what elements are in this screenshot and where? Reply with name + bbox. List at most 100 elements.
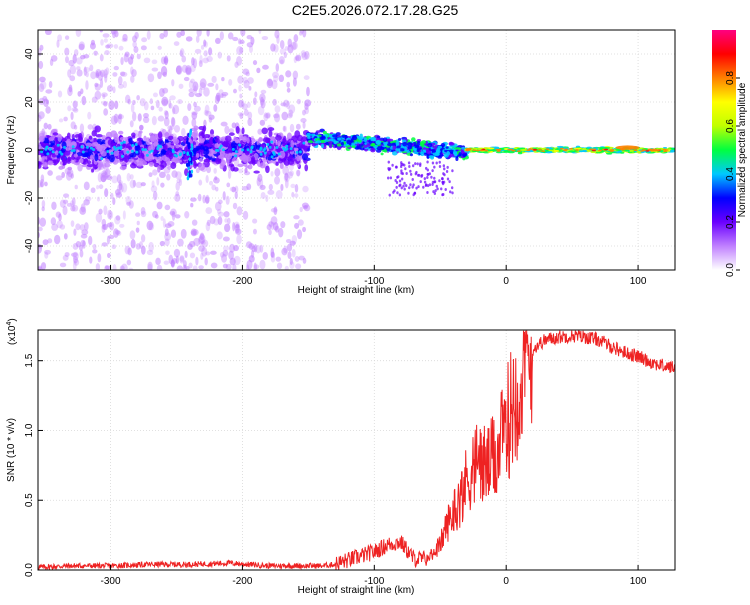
snr-x-ticks: -300 -200 -100 0 100	[101, 565, 647, 587]
spectrogram-blob	[100, 39, 104, 46]
spectrogram-blob	[90, 187, 96, 194]
spectrogram-blob	[263, 151, 267, 155]
spectrogram-blob	[72, 108, 79, 113]
spectrogram-blob	[496, 150, 501, 152]
spectrogram-blob	[280, 102, 287, 107]
spectrogram-blob	[202, 146, 209, 151]
spectrogram-blob	[199, 144, 204, 150]
spectrogram-blob	[287, 44, 294, 54]
spectrogram-blob	[135, 144, 139, 152]
spectrogram-blob	[198, 60, 203, 68]
spectrogram-blob	[488, 147, 493, 150]
spectrogram-blob	[383, 142, 388, 146]
spectrogram-blob	[142, 116, 150, 124]
spectrogram-blob	[145, 153, 149, 157]
spectrogram-blob	[106, 85, 114, 92]
spectrogram-blob	[198, 265, 204, 270]
snr-y-ticks: 0.0 0.5 1.0 1.5	[24, 353, 43, 577]
spectrogram-blob	[435, 184, 438, 188]
spectrogram-blob	[120, 71, 128, 77]
spectrogram-blob	[222, 236, 230, 242]
spectrogram-blob	[171, 117, 176, 127]
spectrogram-blob	[133, 46, 139, 54]
spectrogram-blob	[113, 228, 119, 238]
spectrogram-blob	[86, 160, 92, 165]
spectrogram-blob	[256, 67, 261, 74]
spectrogram-blob	[215, 83, 219, 91]
spectrogram-blob	[184, 210, 190, 219]
spectrogram-blob	[161, 96, 169, 107]
spectrogram-blob	[38, 226, 43, 232]
spectrogram-blob	[105, 175, 113, 181]
spectrogram-blob	[188, 170, 192, 175]
spectrogram-blob	[441, 193, 444, 197]
spectrogram-blob	[178, 83, 184, 89]
spectrogram-blob	[400, 177, 404, 181]
spectrogram-blob	[70, 200, 75, 207]
spectrogram-blob	[186, 176, 190, 181]
spectrogram-blob	[234, 223, 240, 234]
spectrogram-blob	[340, 141, 344, 146]
spectrogram-blob	[147, 263, 153, 270]
spectrogram-blob	[292, 77, 297, 87]
spectrogram-blob	[270, 170, 274, 177]
spectrogram-blob	[293, 215, 300, 220]
spectrogram-blob	[604, 148, 609, 151]
spectrogram-blob	[44, 251, 49, 259]
spectrogram-blob	[428, 183, 432, 187]
spectrogram-blob	[70, 173, 74, 179]
spectrogram-blob	[135, 212, 141, 217]
spectrogram-blob	[292, 41, 298, 50]
spectrogram-blob	[68, 84, 73, 93]
spectrogram-blob	[147, 261, 153, 270]
spectrogram-blob	[446, 177, 450, 181]
spectrogram-blob	[392, 145, 397, 150]
spectrogram-blob	[138, 241, 144, 249]
spectrogram-blob	[67, 69, 72, 78]
spectrogram-blob	[207, 82, 215, 87]
spectrogram-blob	[257, 105, 265, 116]
spectrogram-blob	[79, 249, 84, 258]
spectrogram-blob	[112, 197, 116, 206]
spectrogram-blob	[204, 110, 212, 117]
spectrogram-blob	[273, 206, 278, 215]
spectrogram-blob	[222, 249, 229, 257]
snr-y-label: SNR (10 * v/v)	[6, 418, 17, 482]
spectrogram-blob	[170, 116, 175, 127]
snr-y-tick-label: 1.5	[24, 353, 35, 367]
spectrogram-blob	[73, 49, 79, 57]
spectrogram-blob	[414, 172, 418, 176]
spectrogram-blob	[130, 103, 135, 113]
spectrogram-blob	[164, 132, 170, 137]
spectrogram-blob	[252, 228, 257, 235]
spectrogram-blob	[299, 206, 303, 213]
spectrogram-blob	[38, 114, 42, 122]
spectrogram-blob	[265, 194, 269, 203]
spectrogram-blob	[89, 64, 94, 72]
spectrogram-blob	[251, 156, 256, 164]
spectrogram-blob	[143, 148, 147, 152]
spectrogram-blob	[43, 98, 49, 108]
spectrogram-blob	[188, 80, 194, 90]
spectrogram-blob	[140, 245, 146, 255]
spectrogram-blob	[642, 149, 647, 151]
spectrogram-blob	[431, 161, 435, 165]
spectrogram-blob	[278, 150, 286, 159]
spectrogram-blob	[246, 101, 251, 109]
spectrogram-blob	[114, 147, 118, 151]
spectrogram-blob	[237, 163, 244, 168]
spectrogram-blob	[80, 88, 84, 95]
spectrogram-blob	[71, 145, 75, 149]
spectrogram-blob	[291, 191, 295, 198]
spectrogram-blob	[241, 186, 249, 191]
spectrogram-blob	[408, 164, 411, 168]
spectrogram-blob	[126, 150, 130, 154]
spectrogram-blob	[304, 102, 309, 111]
colorbar: 0.0 0.2 0.4 0.6 0.8 Normalized spectral ampl…	[712, 30, 748, 277]
spectrogram-blob	[649, 148, 658, 152]
spectrogram-blob	[169, 125, 173, 135]
spectrogram-blob	[483, 147, 489, 150]
spectrogram-blob	[237, 112, 245, 117]
spectrogram-blob	[239, 93, 243, 99]
spectrogram-blob	[155, 99, 160, 109]
